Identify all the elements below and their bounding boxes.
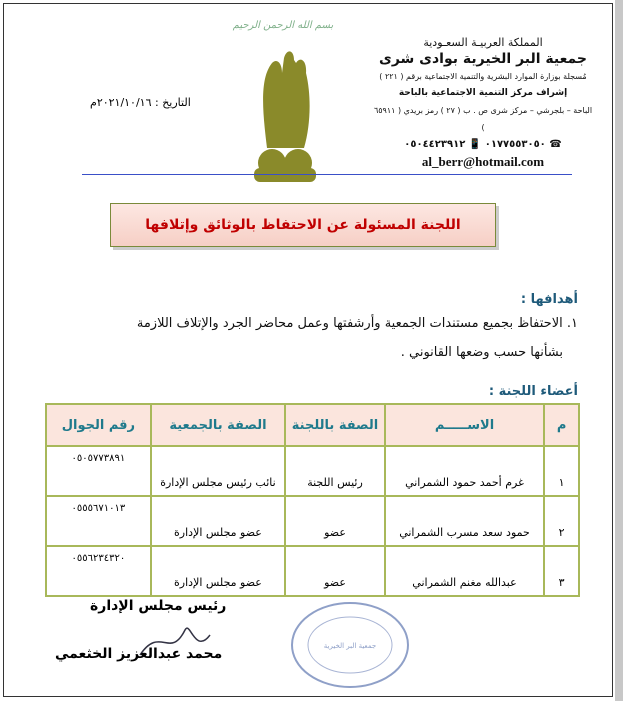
col-header: الصفة باللجنة xyxy=(284,403,386,447)
signature-name: محمد عبدالعزيز الخثعمي xyxy=(55,646,223,662)
col-header: م xyxy=(543,403,580,447)
goals-heading: أهدافها : xyxy=(520,292,578,307)
address: الباحة – بلجرشي – مركز شرى ص . ب ( ٢٧ ) … xyxy=(373,106,593,132)
goal-item-1: ١. الاحتفاظ بجميع مستندات الجمعية وأرشفت… xyxy=(136,316,578,331)
cell: ١ xyxy=(543,445,580,497)
document-date: التاريخ : ٢٠٢١/١٠/١٦م xyxy=(90,96,191,109)
page-edge xyxy=(615,0,623,701)
cell: ٣ xyxy=(543,545,580,597)
table-header-row: م الاســـــم الصفة باللجنة الصفة بالجمعي… xyxy=(45,403,580,447)
phones: ☎ ٠١٧٧٥٥٣٠٥٠ 📱 ٠٥٠٤٤٢٣٩١٢ xyxy=(404,139,562,150)
members-heading: أعضاء اللجنة : xyxy=(488,384,578,399)
cell: نائب رئيس مجلس الإدارة xyxy=(149,445,287,497)
email: al_berr@hotmail.com xyxy=(421,154,545,169)
goal-item-1-cont: بشأنها حسب وضعها القانوني . xyxy=(400,345,563,360)
org-name: جمعية البر الخيرية بوادى شرى xyxy=(378,51,588,67)
cell: حمود سعد مسرب الشمراني xyxy=(383,495,546,547)
cell: عضو مجلس الإدارة xyxy=(149,495,287,547)
col-header: الاســـــم xyxy=(383,403,546,447)
header-divider xyxy=(82,174,572,175)
cell: عضو xyxy=(284,545,386,597)
cell: ٢ xyxy=(543,495,580,547)
col-header: رقم الجوال xyxy=(45,403,152,447)
table-row: ١ غرم أحمد حمود الشمراني رئيس اللجنة نائب ر… xyxy=(45,445,580,497)
cell: عبدالله مغنم الشمراني xyxy=(383,545,546,597)
kingdom-name: المملكة العربيـة السعـودية xyxy=(423,36,543,49)
cell: ٠٥٥٥٦٧١٠١٣ xyxy=(45,495,152,547)
document-title: اللجنة المسئولة عن الاحتفاظ بالوثائق وإت… xyxy=(110,203,496,247)
letterhead: المملكة العربيـة السعـودية جمعية البر ال… xyxy=(373,34,593,170)
supervision: إشراف مركز التنمية الاجتماعية بالباحة xyxy=(398,88,568,98)
official-stamp: جمعية البر الخيرية xyxy=(288,598,413,697)
col-header: الصفة بالجمعية xyxy=(149,403,287,447)
svg-text:جمعية البر الخيرية: جمعية البر الخيرية xyxy=(324,642,376,650)
cell: غرم أحمد حمود الشمراني xyxy=(383,445,546,497)
cell: ٠٥٠٥٧٧٣٨٩١ xyxy=(45,445,152,497)
members-table: م الاســـــم الصفة باللجنة الصفة بالجمعي… xyxy=(45,403,580,597)
org-logo xyxy=(232,18,342,192)
signature-role: رئيس مجلس الإدارة xyxy=(90,598,227,614)
cell: عضو مجلس الإدارة xyxy=(149,545,287,597)
registration: مُسجلة بوزارة الموارد البشرية والتنمية ا… xyxy=(379,72,587,81)
cell: ٠٥٥٦٢٣٤٣٢٠ xyxy=(45,545,152,597)
handwritten-signature xyxy=(139,627,211,656)
table-row: ٢ حمود سعد مسرب الشمراني عضو عضو مجلس الإدا… xyxy=(45,495,580,547)
cell: رئيس اللجنة xyxy=(284,445,386,497)
cell: عضو xyxy=(284,495,386,547)
page-border xyxy=(3,3,613,697)
basmala: بسم الله الرحمن الرحيم xyxy=(232,20,334,31)
table-row: ٣ عبدالله مغنم الشمراني عضو عضو مجلس الإدار… xyxy=(45,545,580,597)
